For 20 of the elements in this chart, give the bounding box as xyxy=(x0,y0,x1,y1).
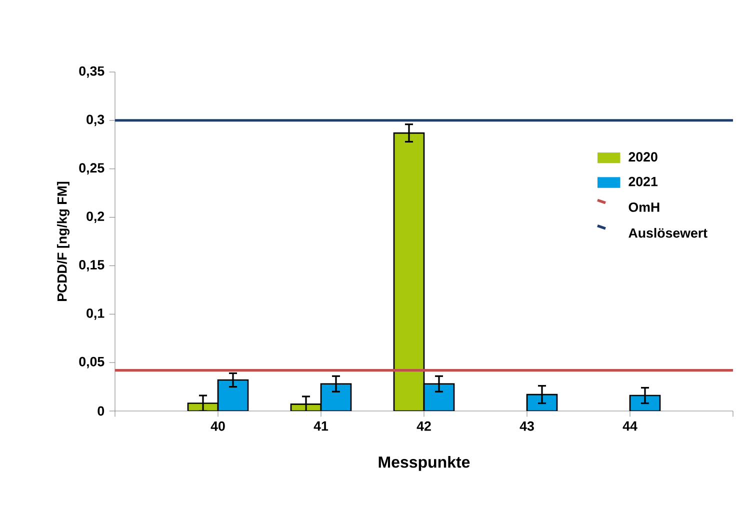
y-tick-label: 0,2 xyxy=(86,212,104,223)
x-axis-title: Messpunkte xyxy=(378,456,470,471)
x-tick-label: 41 xyxy=(314,421,328,431)
y-tick-label: 0,15 xyxy=(79,260,104,272)
y-axis-title: PCDD/F [ng/kg FM] xyxy=(57,182,70,301)
legend-label: OmH xyxy=(628,202,660,212)
x-tick-label: 40 xyxy=(210,421,225,431)
legend-label: Auslösewert xyxy=(628,228,708,238)
x-tick-label: 44 xyxy=(622,421,638,431)
legend-label: 2020 xyxy=(628,152,658,162)
y-tick-label: 0,3 xyxy=(86,114,104,126)
y-tick-label: 0 xyxy=(98,406,104,416)
x-tick-label: 42 xyxy=(416,421,431,431)
y-tick-label: 0,25 xyxy=(79,163,104,175)
bar xyxy=(393,132,425,411)
legend-label: 2021 xyxy=(628,176,658,186)
x-tick-label: 43 xyxy=(520,421,534,431)
y-tick-label: 0,05 xyxy=(79,356,104,368)
y-tick-label: 0,1 xyxy=(86,308,104,320)
y-tick-label: 0,35 xyxy=(79,66,104,78)
